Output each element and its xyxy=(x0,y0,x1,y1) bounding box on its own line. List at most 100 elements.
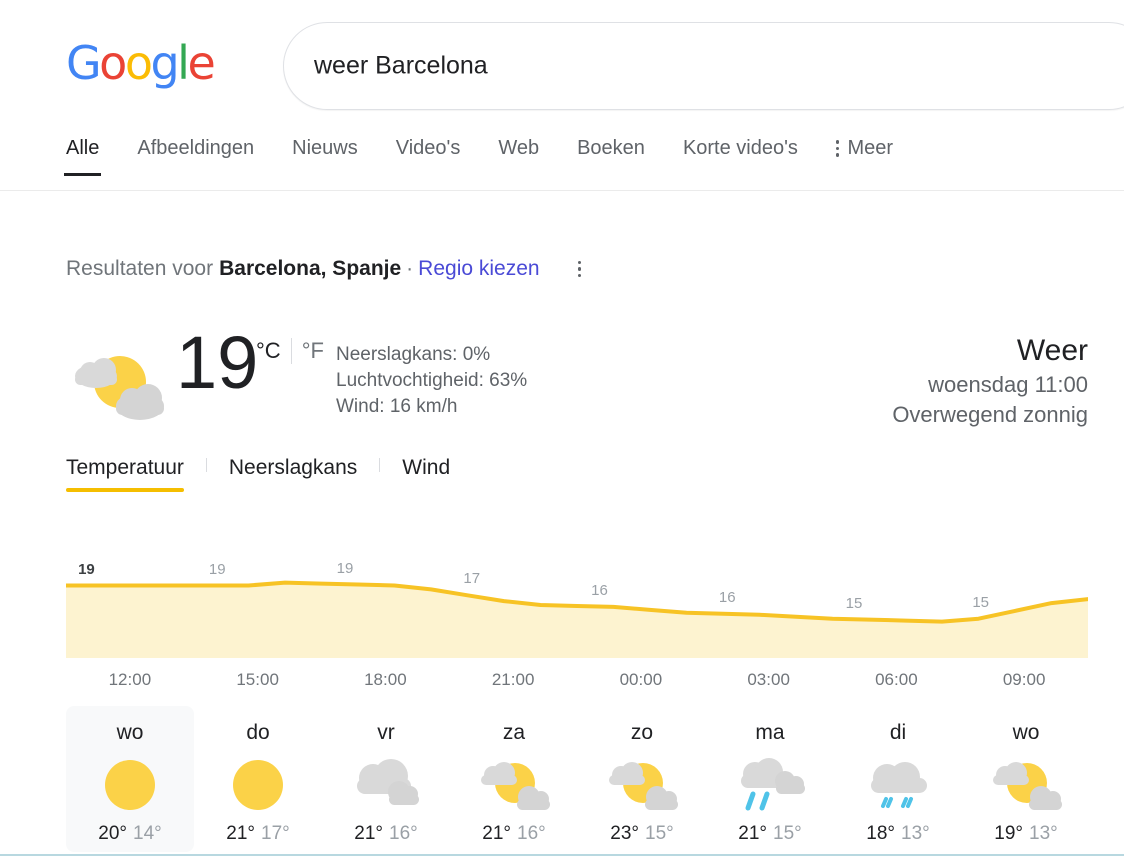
nav-tab-boeken[interactable]: Boeken xyxy=(577,137,645,159)
wind-value: Wind: 16 km/h xyxy=(336,396,458,417)
chart-label-4: 16 xyxy=(591,581,608,599)
forecast-high: 20° xyxy=(98,823,127,844)
fahrenheit-toggle[interactable]: °F xyxy=(301,338,324,363)
logo-letter-1: o xyxy=(99,36,127,90)
chart-label-2: 19 xyxy=(336,559,354,577)
unit-toggle[interactable]: °C °F xyxy=(256,338,324,364)
partly-cloudy-day-icon xyxy=(609,762,678,810)
forecast-temps: 21° 16° xyxy=(482,822,545,846)
metric-tab-temperatuur[interactable]: Temperatuur xyxy=(66,452,184,492)
nav-tab-video-s[interactable]: Video's xyxy=(395,137,461,159)
metric-tab-divider xyxy=(379,458,381,472)
forecast-day[interactable]: wo 19° 13° xyxy=(962,706,1090,852)
forecast-day[interactable]: zo 23° 15° xyxy=(578,706,706,852)
logo-letter-0: G xyxy=(66,36,102,90)
chart-x-axis: 12:00 15:00 18:00 21:00 00:00 03:00 06:00 09:00 xyxy=(66,670,1088,698)
forecast-day-name: wo xyxy=(116,721,144,744)
temperature-chart[interactable]: 19 19 19 17 16 16 15 15 xyxy=(66,548,1088,658)
logo-letter-3: g xyxy=(150,36,179,90)
chart-area-fill xyxy=(66,582,1088,658)
results-for-prefix: Resultaten voor xyxy=(66,257,214,280)
forecast-low: 15° xyxy=(773,823,802,844)
nav-more-label: Meer xyxy=(847,137,894,159)
forecast-day[interactable]: vr 21° 16° xyxy=(322,706,450,852)
forecast-day[interactable]: za 21° 16° xyxy=(450,706,578,852)
celsius-toggle[interactable]: °C xyxy=(256,338,281,363)
forecast-day[interactable]: do 21° 17° xyxy=(194,706,322,852)
x-tick-1200: 12:00 xyxy=(108,670,152,689)
forecast-temps: 20° 14° xyxy=(98,822,161,846)
results-for-separator: · xyxy=(406,257,414,280)
forecast-low: 13° xyxy=(1029,823,1058,844)
forecast-high: 21° xyxy=(482,823,511,844)
light-rain-icon xyxy=(871,762,927,808)
forecast-temps: 21° 16° xyxy=(354,822,417,846)
weather-timestamp: woensdag 11:00 xyxy=(928,372,1088,397)
humidity-value: Luchtvochtigheid: 63% xyxy=(336,370,528,391)
forecast-low: 17° xyxy=(261,823,290,844)
forecast-day[interactable]: di 18° 13° xyxy=(834,706,962,852)
x-tick-1800: 18:00 xyxy=(364,670,407,689)
daily-forecast-row: wo 20° 14° do 21° 17° vr 21° 16° za 21° 16° zo 23° 15°… xyxy=(66,706,1090,852)
chart-label-0: 19 xyxy=(78,560,95,578)
forecast-temps: 19° 13° xyxy=(994,822,1057,846)
forecast-day-name: za xyxy=(502,721,526,744)
partly-cloudy-day-icon xyxy=(75,356,164,420)
metric-tab-neerslagkans[interactable]: Neerslagkans xyxy=(228,456,358,479)
chart-point-labels: 19 19 19 17 16 16 15 15 xyxy=(66,548,1088,658)
nav-tab-korte-video-s[interactable]: Korte video's xyxy=(682,137,798,159)
forecast-temps: 21° 17° xyxy=(226,822,289,846)
nav-tab-web[interactable]: Web xyxy=(498,137,540,159)
temperature-chart-svg xyxy=(66,580,1088,658)
results-options-kebab-icon[interactable] xyxy=(577,260,582,278)
metric-tab-wind[interactable]: Wind xyxy=(402,456,451,479)
results-for-location: Barcelona, Spanje xyxy=(219,257,402,280)
forecast-high: 18° xyxy=(866,823,895,844)
x-tick-1500: 15:00 xyxy=(236,670,279,689)
forecast-day-name: zo xyxy=(630,721,654,744)
search-nav: Alle Afbeeldingen Nieuws Video's Web Boeken Ko… xyxy=(0,131,1124,191)
weather-meta: Weer woensdag 11:00 Overwegend zonnig xyxy=(892,332,1088,430)
chart-line xyxy=(66,580,1088,624)
choose-region-link[interactable]: Regio kiezen xyxy=(418,257,540,280)
sunny-icon xyxy=(105,760,155,810)
forecast-low: 13° xyxy=(901,823,930,844)
unit-divider xyxy=(290,338,292,364)
nav-more-button[interactable]: Meer xyxy=(835,131,894,176)
x-tick-0000: 00:00 xyxy=(619,670,663,689)
x-tick-2100: 21:00 xyxy=(491,670,535,689)
weather-details: Neerslagkans: 0% Luchtvochtigheid: 63% W… xyxy=(336,342,527,420)
forecast-day-name: wo xyxy=(1012,721,1040,744)
precipitation-value: Neerslagkans: 0% xyxy=(336,344,491,365)
partly-cloudy-day-icon xyxy=(993,762,1062,810)
chart-label-6: 15 xyxy=(845,594,863,612)
chart-label-3: 17 xyxy=(463,570,481,588)
partly-cloudy-day-icon xyxy=(481,762,550,810)
more-kebab-icon xyxy=(835,140,840,157)
forecast-temps: 18° 13° xyxy=(866,822,929,846)
current-temperature: 19 xyxy=(176,321,259,404)
forecast-day-name: do xyxy=(246,721,270,744)
forecast-high: 23° xyxy=(610,823,639,844)
forecast-day[interactable]: ma 21° 15° xyxy=(706,706,834,852)
results-for-bar: Resultaten voor Barcelona, Spanje · Regi… xyxy=(66,257,582,281)
forecast-high: 21° xyxy=(354,823,383,844)
forecast-temps: 23° 15° xyxy=(610,822,673,846)
nav-tab-afbeeldingen[interactable]: Afbeeldingen xyxy=(137,137,255,159)
search-input[interactable]: weer Barcelona xyxy=(314,51,488,80)
cloudy-icon xyxy=(357,759,419,805)
weather-card: 19 °C °F Neerslagkans: 0% Luchtvochtighe… xyxy=(0,320,1124,440)
nav-tab-nieuws[interactable]: Nieuws xyxy=(292,137,358,159)
weather-condition: Overwegend zonnig xyxy=(892,402,1088,427)
weather-panel-title: Weer xyxy=(1016,334,1088,367)
search-box[interactable]: weer Barcelona xyxy=(283,22,1124,110)
google-logo[interactable]: Google xyxy=(66,36,216,90)
nav-tab-alle[interactable]: Alle xyxy=(63,131,102,176)
forecast-day-name: vr xyxy=(377,721,395,744)
forecast-day[interactable]: wo 20° 14° xyxy=(66,706,194,852)
logo-letter-2: o xyxy=(124,36,153,90)
logo-letter-5: e xyxy=(187,36,215,90)
x-tick-0600: 06:00 xyxy=(875,670,918,689)
forecast-low: 14° xyxy=(133,823,162,844)
